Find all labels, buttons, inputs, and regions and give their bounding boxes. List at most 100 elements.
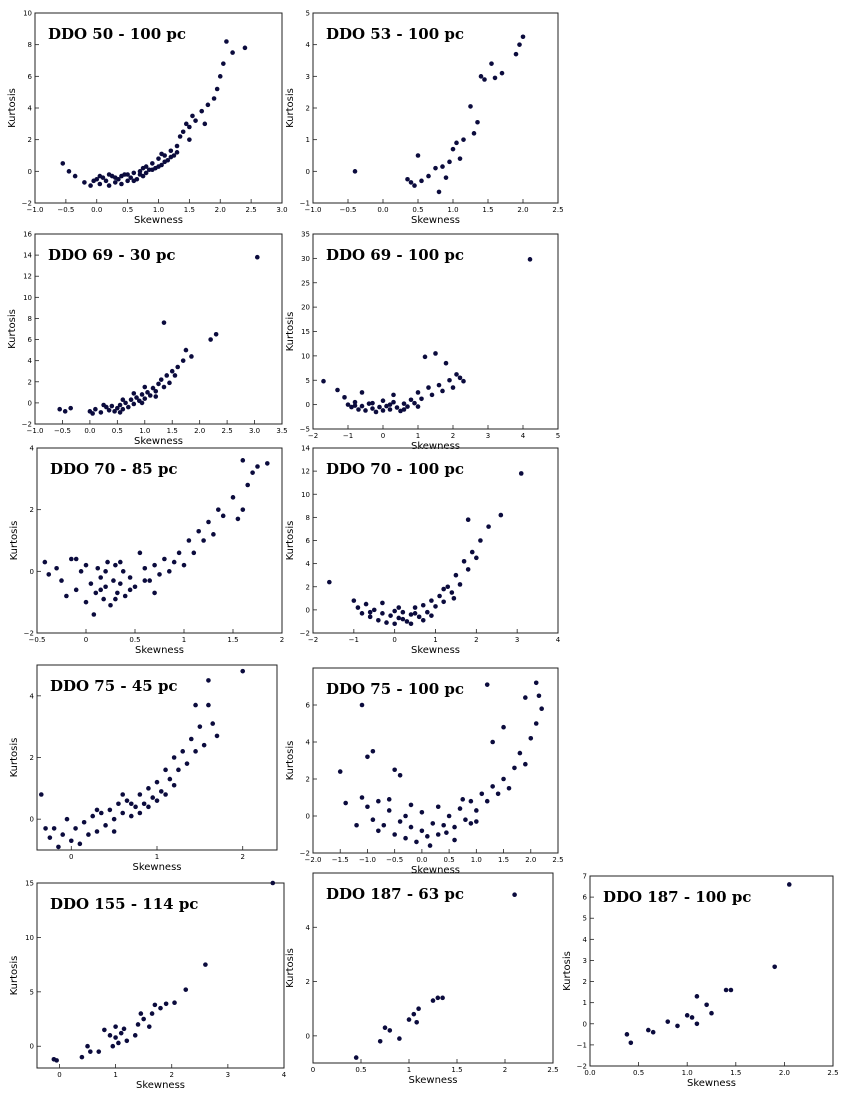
data-point <box>388 613 393 618</box>
data-point <box>446 813 452 819</box>
y-tick-label: 6 <box>306 702 311 710</box>
data-point <box>127 587 133 593</box>
data-point <box>125 178 130 184</box>
data-point <box>158 377 164 382</box>
data-point <box>167 380 172 386</box>
data-point <box>512 892 517 898</box>
data-point <box>211 532 216 537</box>
data-point <box>51 826 57 831</box>
data-point <box>628 1040 634 1046</box>
data-point <box>184 761 190 766</box>
data-point <box>381 822 387 828</box>
data-point <box>367 614 373 620</box>
data-point <box>193 118 198 123</box>
data-point <box>107 1033 113 1038</box>
data-point <box>153 388 159 394</box>
data-point <box>73 556 79 562</box>
data-point <box>98 587 103 593</box>
data-point <box>533 721 539 726</box>
panel-title: DDO 187 - 63 pc <box>326 885 464 903</box>
data-point <box>416 1006 421 1012</box>
data-point <box>121 1026 127 1032</box>
x-tick-label: −1 <box>349 636 359 644</box>
data-point <box>123 400 128 406</box>
data-point <box>154 798 160 803</box>
y-tick-label: 6 <box>306 537 311 545</box>
data-point <box>429 392 435 398</box>
data-point <box>120 792 126 797</box>
data-point <box>230 50 235 55</box>
data-point <box>370 400 375 406</box>
x-tick-label: 0.5 <box>633 1069 644 1077</box>
plot-frame <box>312 872 554 1064</box>
data-point <box>457 582 463 587</box>
data-point <box>359 403 365 409</box>
data-point <box>193 749 198 754</box>
panel-9: 0 1 2 3 4 0 5 10 15 DDO 155 - 114 pc Skewness Kurto… <box>9 880 287 1092</box>
data-point <box>359 795 365 800</box>
data-point <box>440 995 445 1001</box>
data-point <box>214 86 220 92</box>
data-point <box>441 586 446 592</box>
y-axis-label: Kurtosis <box>7 309 18 349</box>
y-tick-label: −2 <box>24 630 34 638</box>
data-point <box>327 579 332 585</box>
data-point <box>471 131 477 136</box>
data-point <box>135 1022 141 1027</box>
data-point <box>85 1043 90 1049</box>
data-point <box>150 385 156 391</box>
data-point <box>183 347 189 353</box>
data-point <box>646 1027 651 1033</box>
x-tick-label: 2 <box>240 853 244 861</box>
x-tick-label: 0 <box>57 1071 61 1079</box>
data-point <box>419 396 424 402</box>
y-axis-label: Kurtosis <box>562 951 573 991</box>
data-point <box>363 408 368 413</box>
data-point <box>46 572 52 577</box>
data-point <box>255 464 260 469</box>
y-axis-label: Kurtosis <box>9 956 20 996</box>
data-point <box>392 767 397 773</box>
data-point <box>454 372 459 377</box>
data-point <box>189 354 194 359</box>
data-point <box>102 1027 107 1033</box>
data-point <box>163 1001 169 1007</box>
data-point <box>112 409 117 414</box>
data-point <box>437 593 442 599</box>
y-tick-label: 4 <box>306 560 311 568</box>
data-point <box>463 817 468 822</box>
data-point <box>397 1036 402 1041</box>
y-axis-label: Kurtosis <box>285 88 296 128</box>
y-axis-label: Kurtosis <box>285 741 296 781</box>
data-point <box>240 458 246 463</box>
y-tick-label: 16 <box>23 231 32 239</box>
y-tick-label: 5 <box>306 377 310 385</box>
x-tick-label: 0.5 <box>122 206 133 214</box>
data-point <box>465 567 471 572</box>
data-point <box>392 608 397 614</box>
x-tick-label: 1 <box>407 1066 411 1074</box>
panel-title: DDO 53 - 100 pc <box>326 25 464 43</box>
y-tick-label: 14 <box>301 445 310 453</box>
data-point <box>412 611 418 616</box>
data-point <box>353 1055 359 1060</box>
data-point <box>689 1015 695 1020</box>
data-point <box>97 181 103 187</box>
data-point <box>517 42 522 47</box>
x-axis-label: Skewness <box>411 215 460 226</box>
y-tick-label: 12 <box>301 468 310 476</box>
data-point <box>83 562 89 568</box>
x-tick-label: 0.5 <box>355 1066 366 1074</box>
x-tick-label: −2 <box>308 636 318 644</box>
y-tick-label: −1 <box>577 1041 587 1049</box>
data-point <box>131 401 137 407</box>
data-point <box>414 839 419 845</box>
data-point <box>469 549 475 555</box>
data-point <box>230 495 236 500</box>
data-point <box>495 791 501 797</box>
data-point <box>138 1011 144 1016</box>
data-point <box>490 784 495 789</box>
data-point <box>103 823 108 828</box>
data-point <box>60 832 66 837</box>
data-point <box>122 593 128 599</box>
